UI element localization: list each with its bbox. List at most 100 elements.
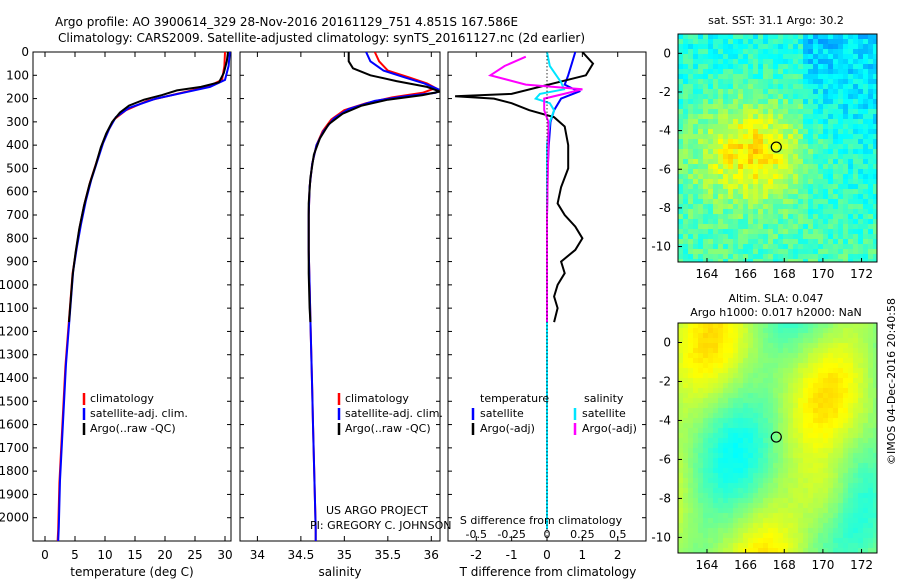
heatmap-cell: [743, 473, 749, 479]
heatmap-cell: [703, 448, 709, 454]
heatmap-cell: [798, 338, 804, 344]
heatmap-cell: [693, 343, 699, 349]
heatmap-cell: [858, 84, 864, 90]
heatmap-cell: [698, 443, 704, 449]
heatmap-cell: [683, 498, 689, 504]
heatmap-cell: [703, 498, 709, 504]
heatmap-cell: [828, 209, 834, 215]
heatmap-cell: [708, 44, 714, 50]
heatmap-cell: [803, 353, 809, 359]
heatmap-cell: [833, 189, 839, 195]
heatmap-cell: [708, 114, 714, 120]
heatmap-cell: [803, 443, 809, 449]
heatmap-cell: [788, 528, 794, 534]
heatmap-cell: [873, 199, 878, 205]
legend-header-salinity: salinity: [584, 392, 624, 405]
heatmap-cell: [678, 328, 684, 334]
heatmap-cell: [803, 184, 809, 190]
heatmap-cell: [723, 249, 729, 255]
heatmap-cell: [808, 44, 814, 50]
heatmap-cell: [843, 239, 849, 245]
heatmap-cell: [693, 538, 699, 544]
heatmap-cell: [843, 164, 849, 170]
heatmap-cell: [698, 383, 704, 389]
heatmap-cell: [833, 458, 839, 464]
heatmap-cell: [783, 363, 789, 369]
heatmap-cell: [733, 483, 739, 489]
heatmap-cell: [863, 209, 869, 215]
heatmap-cell: [818, 338, 824, 344]
heatmap-cell: [808, 254, 814, 260]
heatmap-cell: [768, 373, 774, 379]
heatmap-cell: [693, 224, 699, 230]
heatmap-cell: [873, 149, 878, 155]
heatmap-cell: [808, 164, 814, 170]
heatmap-cell: [708, 443, 714, 449]
heatmap-cell: [713, 94, 719, 100]
heatmap-cell: [863, 453, 869, 459]
heatmap-cell: [738, 413, 744, 419]
heatmap-cell: [738, 478, 744, 484]
heatmap-cell: [753, 184, 759, 190]
heatmap-cell: [778, 129, 784, 135]
legend-label-s-satellite: satellite: [582, 407, 626, 420]
heatmap-cell: [873, 79, 878, 85]
heatmap-cell: [778, 388, 784, 394]
heatmap-cell: [873, 94, 878, 100]
heatmap-cell: [793, 194, 799, 200]
heatmap-cell: [758, 383, 764, 389]
heatmap-cell: [863, 478, 869, 484]
heatmap-cell: [858, 533, 864, 539]
heatmap-cell: [678, 398, 684, 404]
heatmap-cell: [858, 448, 864, 454]
heatmap-cell: [783, 403, 789, 409]
heatmap-cell: [808, 199, 814, 205]
heatmap-cell: [858, 69, 864, 75]
heatmap-cell: [853, 214, 859, 220]
heatmap-cell: [788, 89, 794, 95]
heatmap-cell: [758, 393, 764, 399]
heatmap-cell: [798, 179, 804, 185]
heatmap-cell: [708, 453, 714, 459]
heatmap-cell: [783, 199, 789, 205]
heatmap-cell: [858, 383, 864, 389]
heatmap-cell: [738, 483, 744, 489]
heatmap-cell: [758, 443, 764, 449]
heatmap-cell: [723, 89, 729, 95]
temperature-plot-frame: [32, 51, 232, 542]
heatmap-cell: [758, 54, 764, 60]
heatmap-cell: [833, 179, 839, 185]
heatmap-cell: [723, 49, 729, 55]
heatmap-cell: [823, 373, 829, 379]
map-y-tick-label: -6: [659, 162, 671, 176]
heatmap-cell: [808, 259, 814, 263]
heatmap-cell: [788, 508, 794, 514]
heatmap-cell: [723, 328, 729, 334]
heatmap-cell: [838, 483, 844, 489]
heatmap-cell: [793, 538, 799, 544]
heatmap-cell: [768, 478, 774, 484]
heatmap-cell: [863, 468, 869, 474]
heatmap-cell: [803, 398, 809, 404]
heatmap-cell: [718, 488, 724, 494]
heatmap-cell: [708, 214, 714, 220]
heatmap-cell: [788, 468, 794, 474]
heatmap-cell: [753, 478, 759, 484]
heatmap-cell: [833, 259, 839, 263]
heatmap-cell: [798, 214, 804, 220]
heatmap-cell: [828, 79, 834, 85]
heatmap-cell: [778, 39, 784, 45]
heatmap-cell: [808, 428, 814, 434]
heatmap-cell: [713, 209, 719, 215]
heatmap-cell: [738, 194, 744, 200]
heatmap-cell: [788, 74, 794, 80]
s-difference-xlabel: S difference from climatology: [460, 514, 623, 527]
heatmap-cell: [698, 54, 704, 60]
heatmap-cell: [723, 74, 729, 80]
heatmap-cell: [703, 34, 709, 40]
heatmap-cell: [733, 159, 739, 165]
heatmap-cell: [848, 249, 854, 255]
heatmap-cell: [848, 204, 854, 210]
heatmap-cell: [758, 154, 764, 160]
heatmap-cell: [698, 548, 704, 554]
